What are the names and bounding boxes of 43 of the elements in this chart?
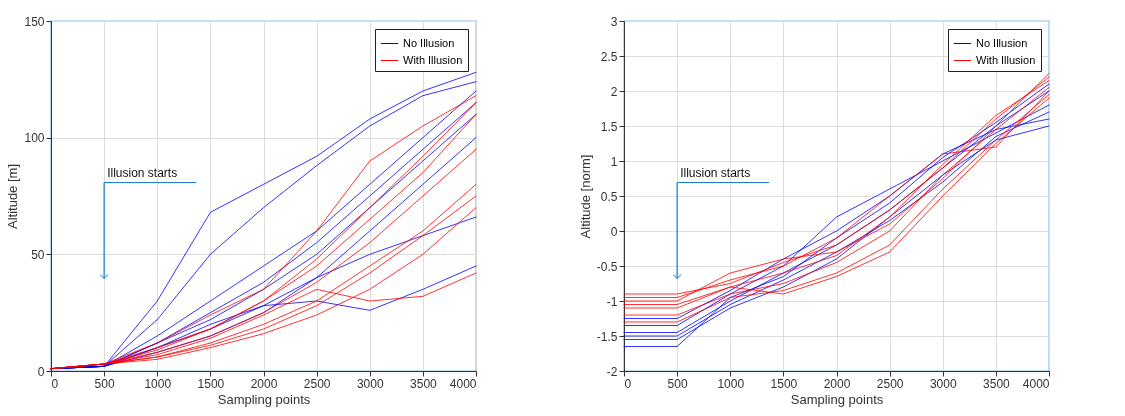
x-tick-label: 4000 xyxy=(1022,376,1050,391)
x-tick-label: 2000 xyxy=(250,376,278,391)
y-tick-label: -1.5 xyxy=(596,329,618,344)
annotation: Illusion starts xyxy=(107,165,178,180)
x-tick-label: 2000 xyxy=(823,376,851,391)
x-tick-label: 500 xyxy=(667,376,688,391)
y-tick-label: 1 xyxy=(610,154,618,169)
x-tick-label: 1000 xyxy=(717,376,745,391)
y-tick-label: 3 xyxy=(610,14,618,29)
y-tick-label: -1 xyxy=(606,294,618,309)
x-tick-label: 0 xyxy=(51,376,59,391)
y-tick-label: 50 xyxy=(31,247,45,262)
x-tick-label: 2500 xyxy=(876,376,904,391)
x-tick-label: 3500 xyxy=(983,376,1011,391)
legend-label: No Illusion xyxy=(976,36,1028,49)
x-tick-label: 3500 xyxy=(410,376,438,391)
x-tick-label: 2500 xyxy=(303,376,331,391)
y-tick-label: 100 xyxy=(24,131,45,146)
y-tick-label: 2 xyxy=(610,84,618,99)
y-tick-label: 1.5 xyxy=(600,119,618,134)
y-tick-label: -0.5 xyxy=(596,259,618,274)
y-tick-label: 0.5 xyxy=(600,189,618,204)
x-tick-label: 500 xyxy=(94,376,115,391)
x-axis-title: Sampling points xyxy=(217,391,311,407)
x-tick-label: 1500 xyxy=(197,376,225,391)
y-tick-label: -2 xyxy=(606,364,618,379)
x-tick-label: 1500 xyxy=(770,376,798,391)
annotation: Illusion starts xyxy=(680,165,751,180)
y-axis-title: Altitude [norm] xyxy=(577,154,593,239)
y-tick-label: 150 xyxy=(24,14,45,29)
x-tick-label: 0 xyxy=(624,376,632,391)
x-tick-label: 3000 xyxy=(929,376,957,391)
y-tick-label: 2.5 xyxy=(600,49,618,64)
legend-label: With Illusion xyxy=(403,53,463,66)
y-tick-label: 0 xyxy=(610,224,618,239)
y-axis-title: Altitude [m] xyxy=(5,163,21,230)
x-tick-label: 1000 xyxy=(144,376,172,391)
x-tick-label: 4000 xyxy=(449,376,477,391)
x-tick-label: 3000 xyxy=(356,376,384,391)
y-tick-label: 0 xyxy=(37,364,45,379)
x-axis-title: Sampling points xyxy=(790,391,884,407)
legend-label: With Illusion xyxy=(976,53,1036,66)
legend-label: No Illusion xyxy=(403,36,455,49)
